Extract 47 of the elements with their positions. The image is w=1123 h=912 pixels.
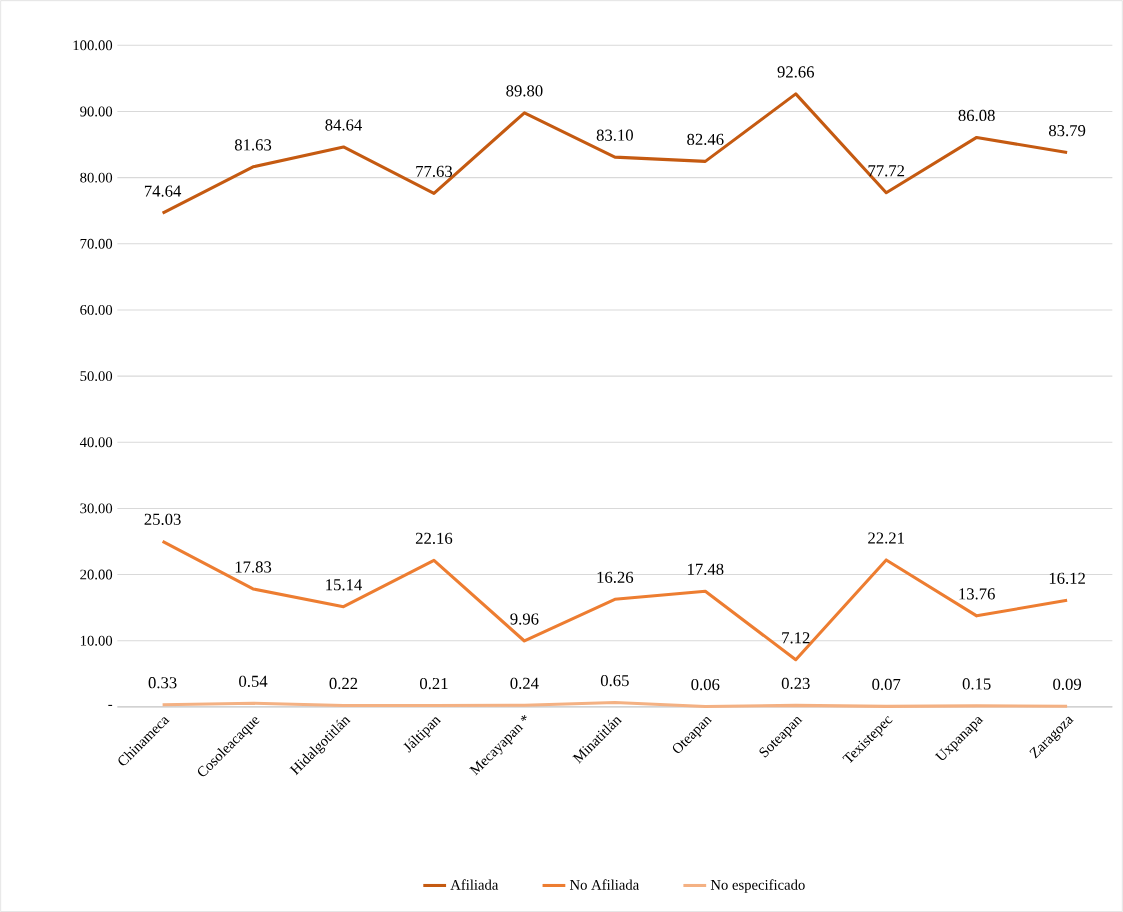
data-label: 22.16 [415, 532, 453, 544]
data-label: 74.64 [144, 185, 182, 197]
data-label: 0.06 [691, 678, 720, 691]
y-tick-label: 10.00 [80, 635, 113, 646]
data-label: 0.54 [239, 675, 268, 687]
data-label: 0.22 [329, 677, 358, 690]
y-tick-label: 50.00 [80, 371, 113, 381]
data-label: 17.83 [235, 561, 272, 573]
y-tick-label: 20.00 [80, 569, 113, 580]
data-label: 81.63 [234, 139, 272, 151]
data-label: 13.76 [959, 588, 995, 600]
y-tick-label: 30.00 [80, 503, 113, 514]
data-label: 77.63 [416, 165, 453, 177]
data-label: 89.80 [506, 85, 543, 97]
data-label: 0.15 [962, 678, 991, 690]
data-label: 16.26 [597, 571, 634, 583]
data-label: 0.65 [600, 674, 629, 687]
y-tick-label: 100.00 [73, 40, 113, 51]
legend-label: No Afiliada [569, 879, 639, 890]
data-label: 15.14 [326, 579, 362, 591]
data-label: 0.07 [872, 678, 901, 690]
data-label: 25.03 [144, 513, 181, 525]
legend-label: Afiliada [450, 879, 499, 890]
data-label: 22.21 [868, 532, 904, 544]
data-label: 83.10 [596, 129, 633, 141]
data-label: 9.96 [510, 613, 539, 625]
data-label: 7.12 [782, 632, 810, 644]
data-label: 0.23 [781, 677, 810, 689]
y-tick-label: 90.00 [80, 106, 113, 117]
data-label: 0.24 [510, 677, 539, 689]
data-label: 16.12 [1049, 572, 1085, 584]
data-label: 83.79 [1048, 124, 1086, 137]
data-label: 82.46 [687, 133, 724, 145]
y-tick-label: - [108, 704, 113, 706]
data-label: 0.09 [1053, 678, 1082, 690]
data-label: 84.64 [325, 119, 362, 131]
data-label: 0.21 [419, 677, 448, 690]
y-tick-label: 70.00 [80, 238, 113, 249]
y-tick-label: 40.00 [79, 437, 113, 448]
data-label: 0.33 [148, 676, 177, 689]
data-label: 86.08 [958, 109, 995, 122]
y-tick-label: 80.00 [80, 172, 113, 183]
y-tick-label: 60.00 [80, 304, 113, 315]
data-label: 77.72 [868, 165, 905, 177]
data-label: 17.48 [688, 563, 724, 575]
data-label: 92.66 [777, 66, 815, 78]
legend-label: No especificado [710, 879, 805, 893]
